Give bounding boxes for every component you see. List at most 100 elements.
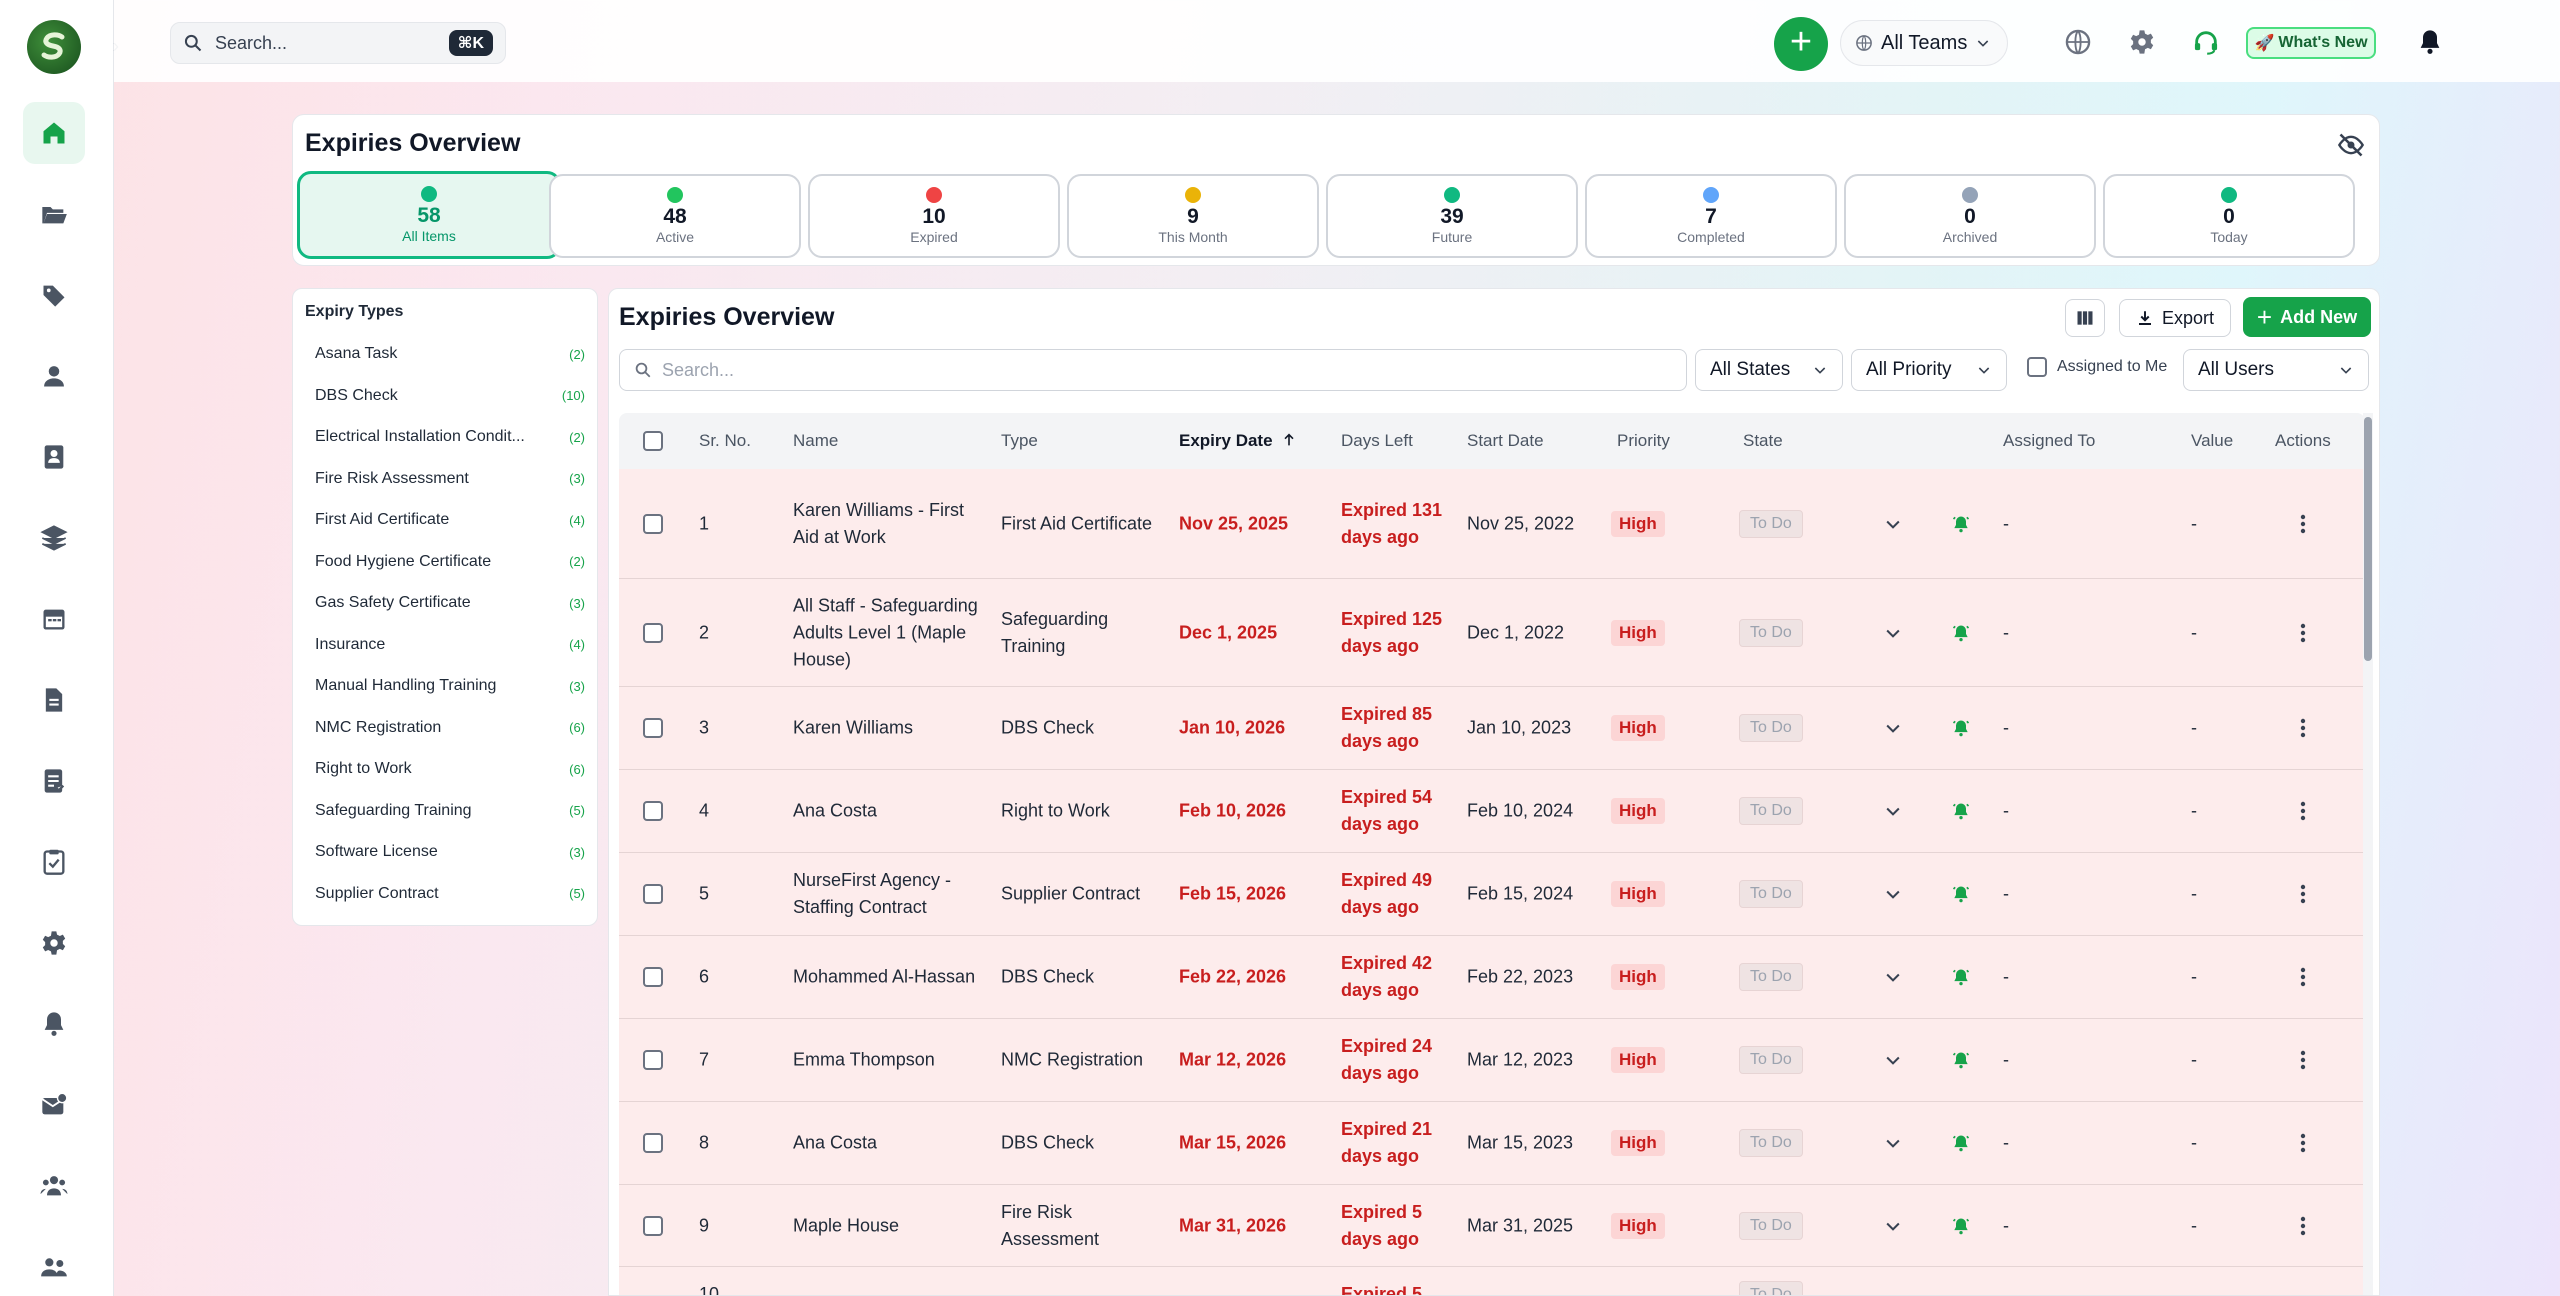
row-checkbox[interactable]	[643, 884, 663, 904]
row-checkbox[interactable]	[643, 622, 663, 643]
chevron-down-icon[interactable]	[1883, 623, 1903, 643]
row-actions-kebab-icon[interactable]	[2293, 1214, 2313, 1238]
assigned-to-me-checkbox[interactable]	[2027, 357, 2047, 377]
chevron-down-icon[interactable]	[1883, 967, 1903, 987]
stat-card-active[interactable]: 48 Active	[549, 174, 801, 258]
table-search-input[interactable]: Search...	[619, 349, 1687, 391]
chevron-down-icon[interactable]	[1883, 1050, 1903, 1070]
nav-calendar[interactable]	[23, 588, 85, 650]
nav-clipboard[interactable]	[23, 831, 85, 893]
state-badge[interactable]: To Do	[1739, 618, 1803, 647]
col-priority[interactable]: Priority	[1617, 431, 1670, 450]
row-checkbox[interactable]	[643, 1133, 663, 1153]
reminder-bell-icon[interactable]	[1951, 967, 1971, 987]
state-badge[interactable]: To Do	[1739, 509, 1803, 538]
chevron-down-icon[interactable]	[1883, 801, 1903, 821]
reminder-bell-icon[interactable]	[1951, 1216, 1971, 1236]
chevron-down-icon[interactable]	[1883, 514, 1903, 534]
expiry-type-item[interactable]: Fire Risk Assessment (3)	[315, 464, 585, 494]
row-checkbox[interactable]	[643, 1050, 663, 1070]
nav-people[interactable]	[23, 1236, 85, 1296]
stat-card-archived[interactable]: 0 Archived	[1844, 174, 2096, 258]
assigned-to-me-toggle[interactable]: Assigned to Me	[2027, 357, 2167, 377]
app-logo[interactable]	[27, 20, 81, 74]
stat-card-all-items[interactable]: 58 All Items	[297, 171, 561, 259]
priority-filter[interactable]: All Priority	[1851, 349, 2007, 391]
expiry-type-item[interactable]: Electrical Installation Condit... (2)	[315, 422, 585, 452]
row-checkbox[interactable]	[643, 718, 663, 738]
col-sr-no[interactable]: Sr. No.	[699, 431, 751, 450]
support-headset-icon[interactable]	[2190, 26, 2222, 58]
row-actions-kebab-icon[interactable]	[2293, 621, 2313, 645]
row-actions-kebab-icon[interactable]	[2293, 965, 2313, 989]
eye-off-icon[interactable]	[2337, 131, 2365, 159]
reminder-bell-icon[interactable]	[1951, 623, 1971, 643]
team-select[interactable]: All Teams	[1840, 20, 2008, 66]
table-row[interactable]: 2 All Staff - Safeguarding Adults Level 1…	[619, 579, 2365, 687]
settings-gear-icon[interactable]	[2126, 26, 2158, 58]
row-actions-kebab-icon[interactable]	[2293, 1048, 2313, 1072]
stat-card-this-month[interactable]: 9 This Month	[1067, 174, 1319, 258]
col-state[interactable]: State	[1743, 431, 1783, 450]
select-all-checkbox[interactable]	[643, 431, 663, 451]
state-badge[interactable]: To Do	[1739, 1211, 1803, 1240]
nav-checklist[interactable]	[23, 750, 85, 812]
table-row[interactable]: 3 Karen Williams DBS Check Jan 10, 2026 Expi…	[619, 687, 2365, 770]
nav-users[interactable]	[23, 345, 85, 407]
row-actions-kebab-icon[interactable]	[2293, 1131, 2313, 1155]
stat-card-future[interactable]: 39 Future	[1326, 174, 1578, 258]
table-row[interactable]: 4 Ana Costa Right to Work Feb 10, 2026 Expir…	[619, 770, 2365, 853]
users-filter[interactable]: All Users	[2183, 349, 2369, 391]
expiry-type-item[interactable]: Asana Task (2)	[315, 339, 585, 369]
table-row[interactable]: 1 Karen Williams - First Aid at Work First…	[619, 469, 2365, 579]
whats-new-button[interactable]: 🚀 What's New	[2246, 27, 2376, 59]
table-row[interactable]: 7 Emma Thompson NMC Registration Mar 12, 20…	[619, 1019, 2365, 1102]
chevron-down-icon[interactable]	[1883, 1133, 1903, 1153]
table-row[interactable]: 6 Mohammed Al-Hassan DBS Check Feb 22, 2026…	[619, 936, 2365, 1019]
col-days-left[interactable]: Days Left	[1341, 431, 1413, 450]
language-globe-icon[interactable]	[2062, 26, 2094, 58]
nav-notifications[interactable]	[23, 993, 85, 1055]
col-type[interactable]: Type	[1001, 431, 1038, 450]
reminder-bell-icon[interactable]	[1951, 801, 1971, 821]
stat-card-expired[interactable]: 10 Expired	[808, 174, 1060, 258]
expiry-type-item[interactable]: Right to Work (6)	[315, 754, 585, 784]
expiry-type-item[interactable]: Food Hygiene Certificate (2)	[315, 547, 585, 577]
expiry-type-item[interactable]: Manual Handling Training (3)	[315, 671, 585, 701]
state-badge[interactable]: To Do	[1739, 1046, 1803, 1074]
nav-settings[interactable]	[23, 912, 85, 974]
row-checkbox[interactable]	[643, 967, 663, 987]
state-badge[interactable]: To Do	[1739, 963, 1803, 991]
notifications-bell-icon[interactable]	[2414, 26, 2446, 58]
state-badge[interactable]: To Do	[1739, 1281, 1803, 1295]
col-name[interactable]: Name	[793, 431, 839, 450]
expiry-type-item[interactable]: DBS Check (10)	[315, 381, 585, 411]
add-new-button[interactable]: + Add New	[2243, 297, 2371, 337]
row-actions-kebab-icon[interactable]	[2293, 882, 2313, 906]
state-badge[interactable]: To Do	[1739, 714, 1803, 742]
reminder-bell-icon[interactable]	[1951, 718, 1971, 738]
nav-folders[interactable]	[23, 183, 85, 245]
nav-tags[interactable]	[23, 264, 85, 326]
columns-toggle-button[interactable]	[2065, 299, 2105, 337]
state-badge[interactable]: To Do	[1739, 797, 1803, 825]
state-badge[interactable]: To Do	[1739, 880, 1803, 908]
row-actions-kebab-icon[interactable]	[2293, 799, 2313, 823]
table-row[interactable]: 5 NurseFirst Agency - Staffing Contract Su…	[619, 853, 2365, 936]
expiry-type-item[interactable]: First Aid Certificate (4)	[315, 505, 585, 535]
nav-layers[interactable]	[23, 507, 85, 569]
nav-documents[interactable]	[23, 669, 85, 731]
expiry-type-item[interactable]: Insurance (4)	[315, 630, 585, 660]
expiry-type-item[interactable]: Supplier Contract (5)	[315, 879, 585, 909]
stat-card-today[interactable]: 0 Today	[2103, 174, 2355, 258]
table-scrollbar[interactable]	[2363, 413, 2373, 1295]
row-checkbox[interactable]	[643, 1215, 663, 1236]
expiry-type-item[interactable]: NMC Registration (6)	[315, 713, 585, 743]
global-search[interactable]: Search... ⌘K	[170, 22, 506, 64]
expiry-type-item[interactable]: Software License (3)	[315, 837, 585, 867]
stat-card-completed[interactable]: 7 Completed	[1585, 174, 1837, 258]
chevron-down-icon[interactable]	[1883, 718, 1903, 738]
nav-teams[interactable]	[23, 1155, 85, 1217]
expiry-type-item[interactable]: Gas Safety Certificate (3)	[315, 588, 585, 618]
reminder-bell-icon[interactable]	[1951, 1133, 1971, 1153]
